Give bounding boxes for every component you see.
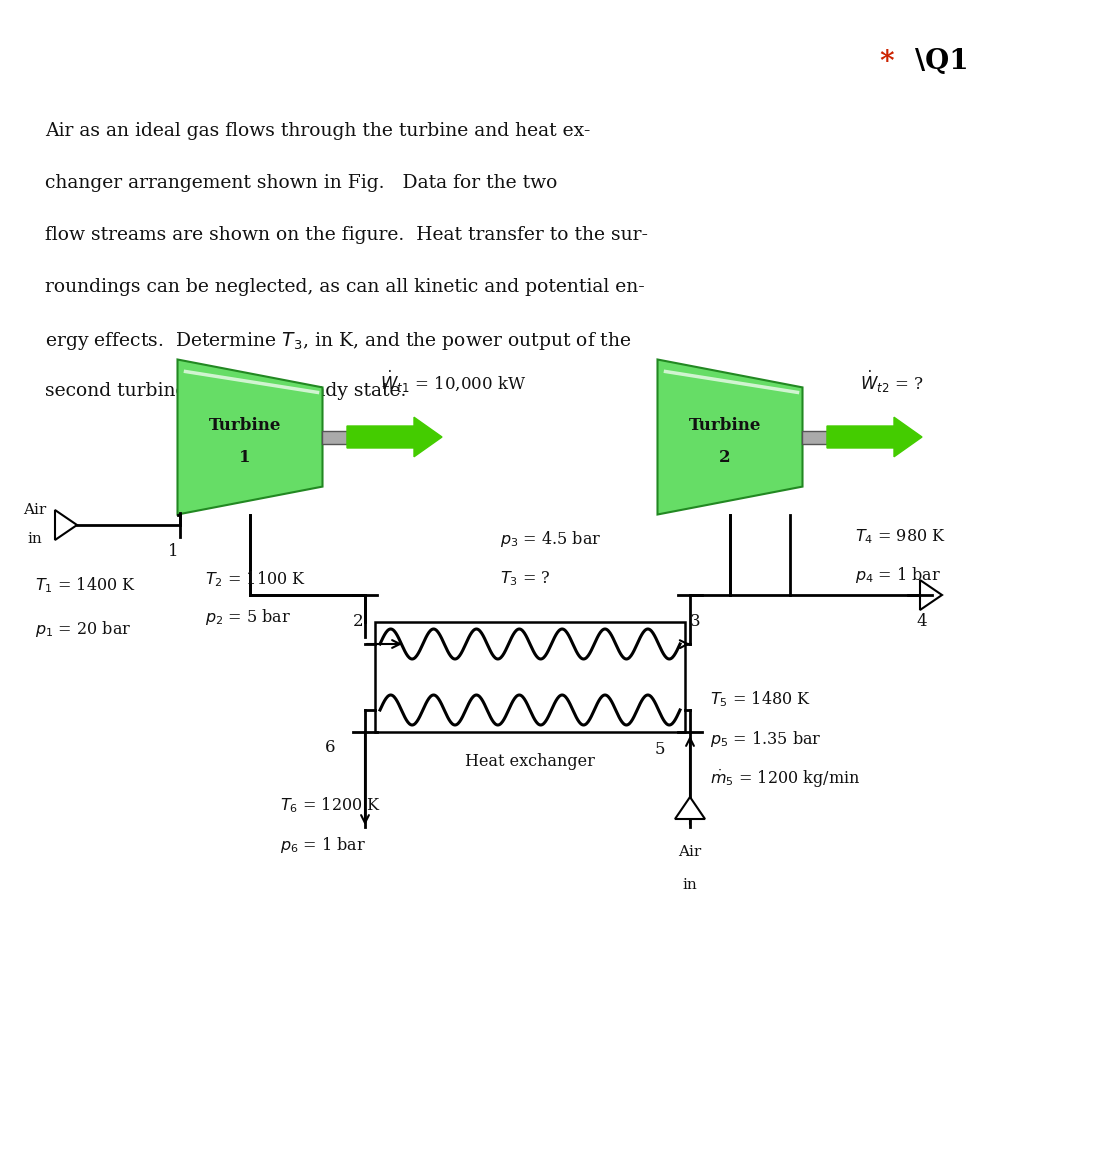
Text: 2: 2 — [353, 613, 364, 631]
Polygon shape — [55, 510, 77, 540]
Text: $T_2$ = 1100 K: $T_2$ = 1100 K — [205, 569, 306, 589]
Text: $p_1$ = 20 bar: $p_1$ = 20 bar — [35, 619, 132, 639]
Text: $p_5$ = 1.35 bar: $p_5$ = 1.35 bar — [710, 729, 821, 749]
Text: $T_5$ = 1480 K: $T_5$ = 1480 K — [710, 690, 811, 709]
Text: 5: 5 — [655, 740, 665, 758]
Text: $\dot{m}_5$ = 1200 kg/min: $\dot{m}_5$ = 1200 kg/min — [710, 768, 860, 790]
Text: ergy effects.  Determine $T_3$, in K, and the power output of the: ergy effects. Determine $T_3$, in K, and… — [45, 330, 632, 352]
Text: $\dot{W}_{t2}$ = ?: $\dot{W}_{t2}$ = ? — [860, 369, 924, 395]
Text: Turbine: Turbine — [689, 417, 761, 434]
Text: flow streams are shown on the figure.  Heat transfer to the sur-: flow streams are shown on the figure. He… — [45, 226, 648, 244]
Text: 4: 4 — [916, 613, 927, 631]
FancyBboxPatch shape — [802, 430, 827, 443]
Text: $T_6$ = 1200 K: $T_6$ = 1200 K — [280, 795, 381, 815]
Text: 3: 3 — [690, 613, 701, 631]
Text: \Q1: \Q1 — [915, 49, 969, 75]
Text: $\dot{W}_{t1}$ = 10,000 kW: $\dot{W}_{t1}$ = 10,000 kW — [381, 369, 526, 395]
Text: in: in — [28, 532, 42, 546]
Text: *: * — [881, 49, 904, 75]
Text: 6: 6 — [325, 738, 335, 756]
Text: Turbine: Turbine — [209, 417, 281, 434]
FancyArrow shape — [827, 418, 922, 457]
Text: Air as an ideal gas flows through the turbine and heat ex-: Air as an ideal gas flows through the tu… — [45, 121, 590, 140]
Text: changer arrangement shown in Fig.   Data for the two: changer arrangement shown in Fig. Data f… — [45, 174, 557, 192]
Polygon shape — [657, 360, 802, 515]
Text: roundings can be neglected, as can all kinetic and potential en-: roundings can be neglected, as can all k… — [45, 278, 645, 296]
Text: $p_6$ = 1 bar: $p_6$ = 1 bar — [280, 835, 366, 855]
Polygon shape — [675, 797, 705, 819]
Text: Air: Air — [23, 503, 47, 517]
Text: $T_1$ = 1400 K: $T_1$ = 1400 K — [35, 575, 136, 595]
Text: second turbine, in kW, at steady state.: second turbine, in kW, at steady state. — [45, 382, 406, 400]
Text: $p_2$ = 5 bar: $p_2$ = 5 bar — [205, 607, 291, 627]
Text: $T_3$ = ?: $T_3$ = ? — [500, 569, 551, 589]
Polygon shape — [177, 360, 323, 515]
Text: 1: 1 — [239, 449, 251, 465]
Text: $p_3$ = 4.5 bar: $p_3$ = 4.5 bar — [500, 529, 602, 550]
Text: 2: 2 — [719, 449, 731, 465]
Text: 1: 1 — [167, 544, 179, 560]
Text: $T_4$ = 980 K: $T_4$ = 980 K — [855, 528, 945, 546]
Text: in: in — [683, 878, 698, 892]
FancyArrow shape — [347, 418, 442, 457]
Text: $p_4$ = 1 bar: $p_4$ = 1 bar — [855, 565, 941, 585]
FancyBboxPatch shape — [323, 430, 347, 443]
Text: Heat exchanger: Heat exchanger — [465, 753, 595, 771]
FancyBboxPatch shape — [375, 622, 685, 732]
Polygon shape — [920, 580, 942, 610]
Text: Air: Air — [679, 845, 702, 858]
